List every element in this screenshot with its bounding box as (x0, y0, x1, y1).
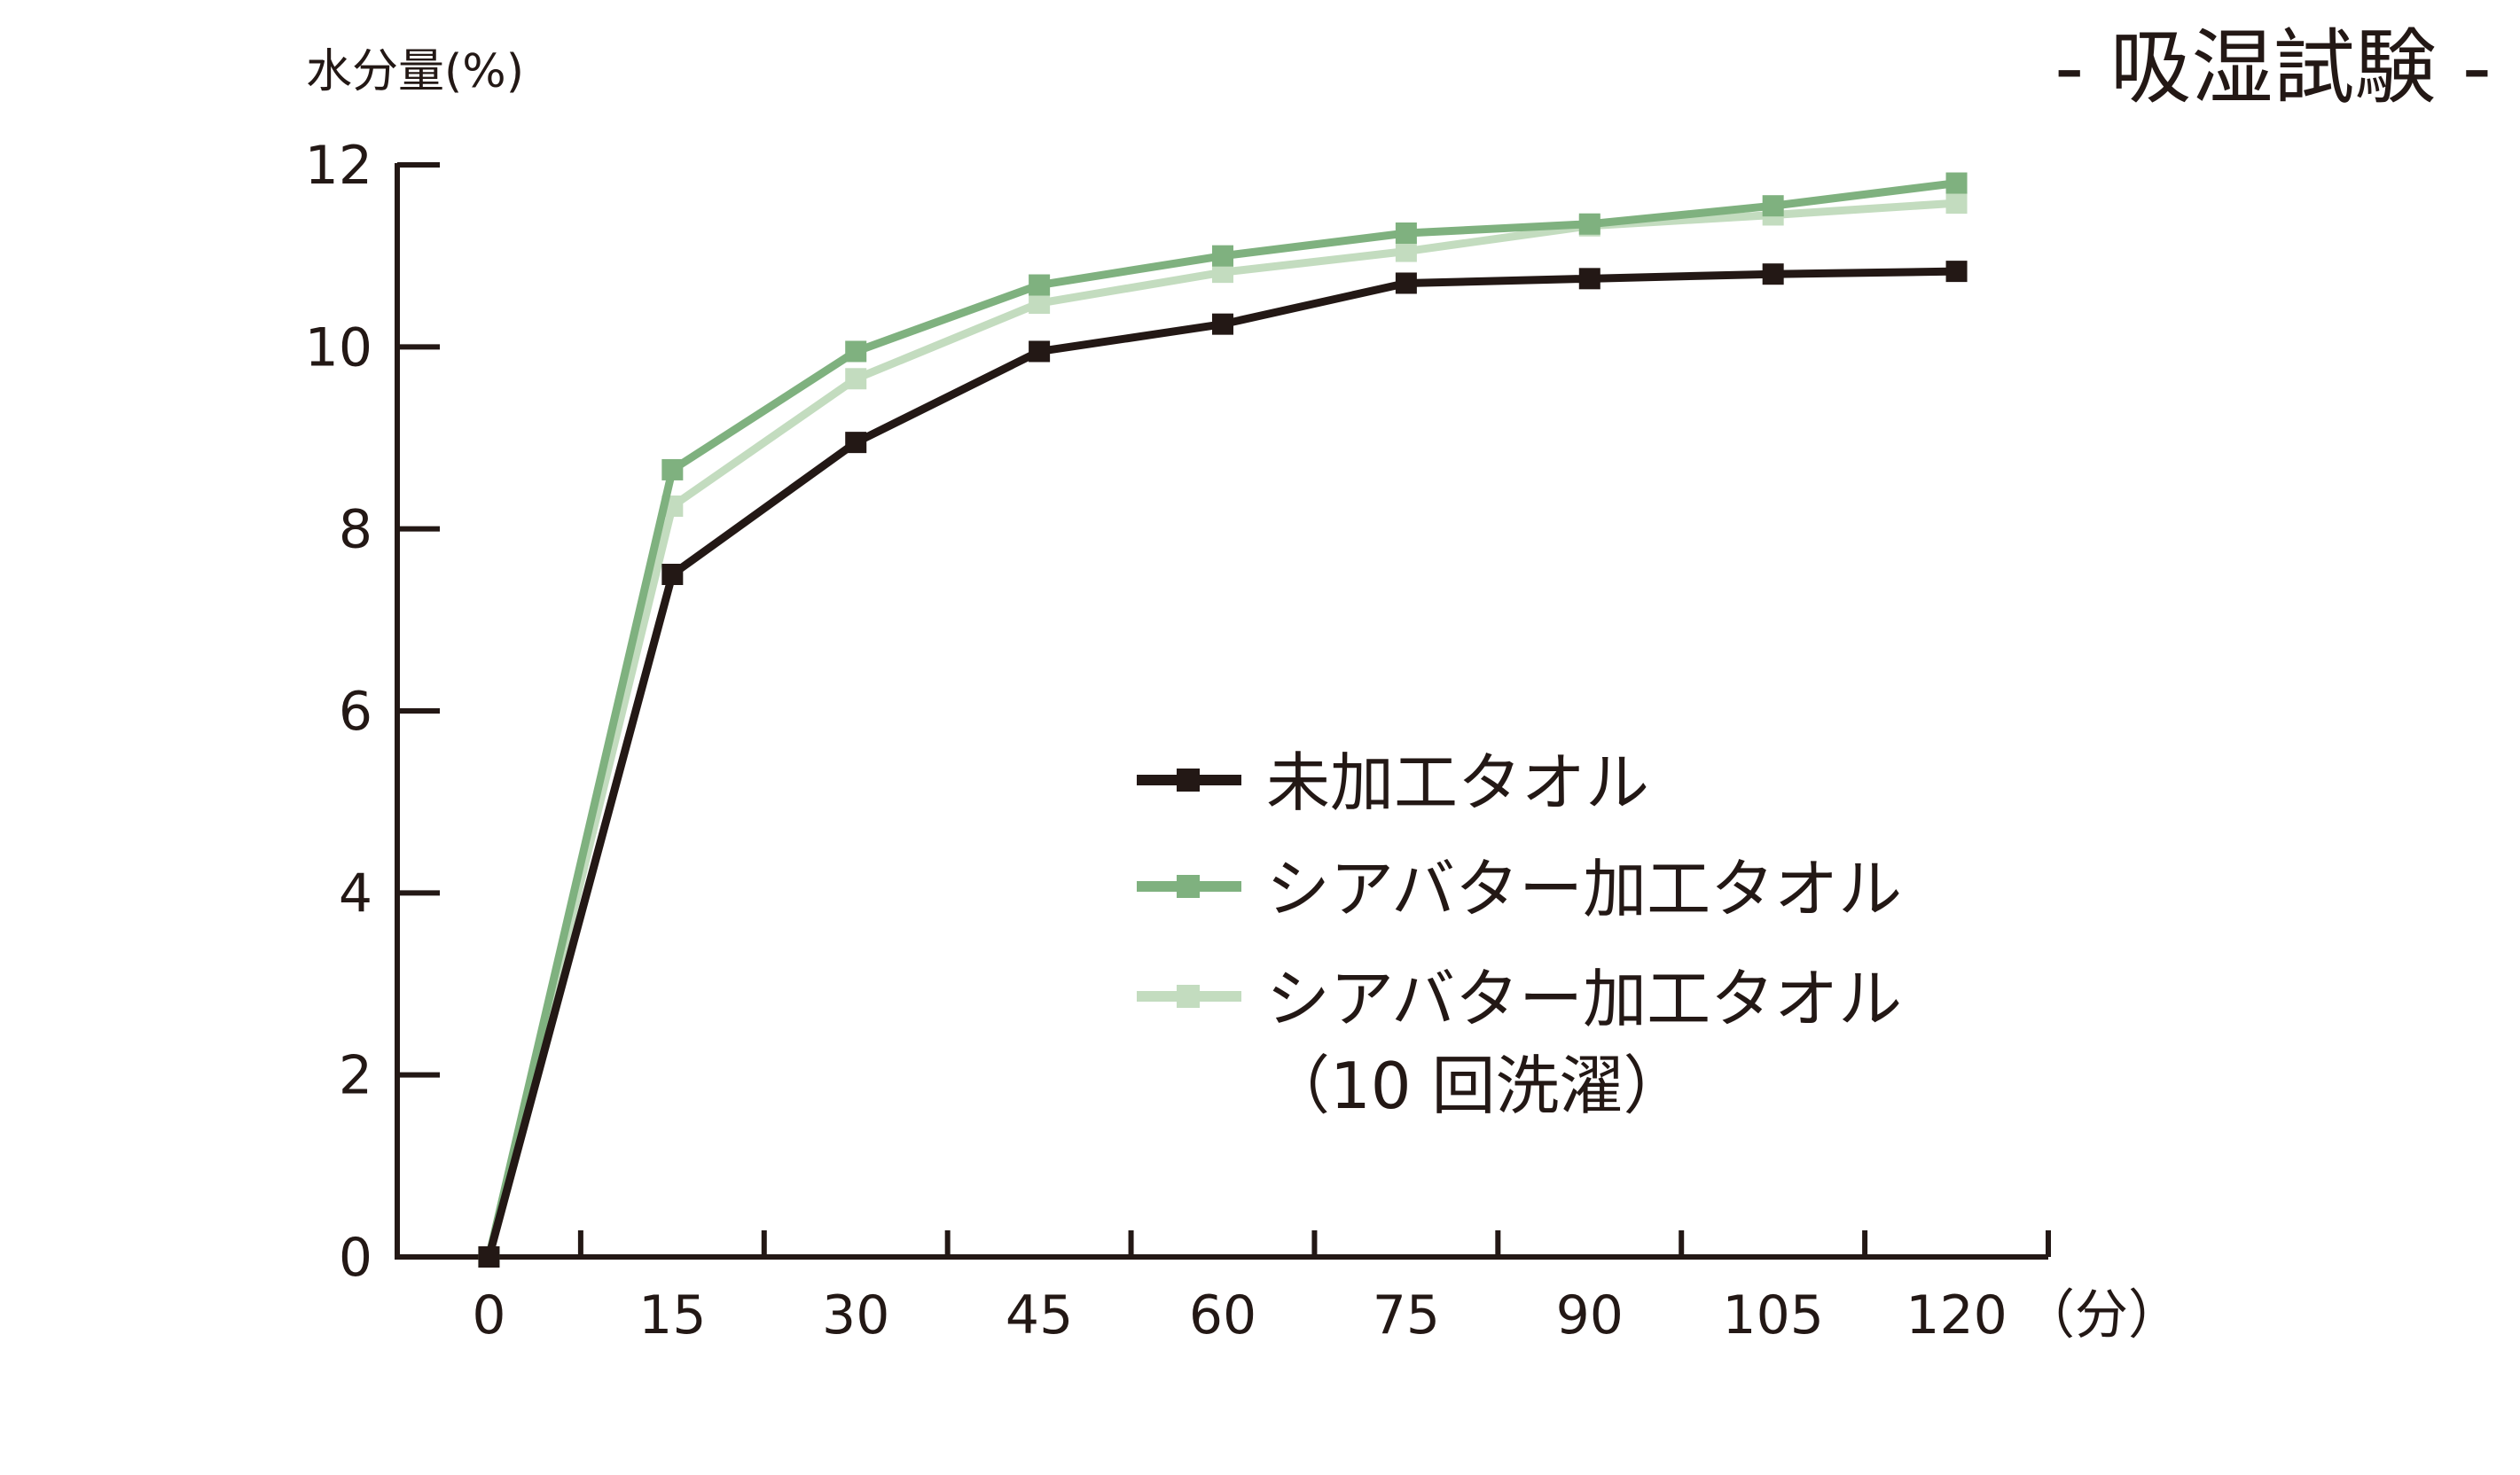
data-point (661, 458, 684, 480)
y-tick-label: 2 (339, 1045, 372, 1107)
data-point (845, 432, 867, 454)
y-tick-label: 6 (339, 681, 372, 743)
x-tick-label: 45 (1006, 1284, 1073, 1346)
y-tick-label: 4 (339, 862, 372, 925)
series-layer (478, 172, 1968, 1268)
legend-label: （10 回洗濯） (1266, 1049, 1687, 1123)
data-point (1395, 272, 1417, 294)
data-point (661, 564, 684, 585)
legend-item: シアバター加工タオル （10 回洗濯） (1137, 962, 1902, 1123)
series-1 (478, 261, 1968, 1268)
x-tick-label: 120 (1906, 1284, 2007, 1346)
x-axis-unit: （分） (2022, 1284, 2181, 1346)
legend-item: シアバター加工タオル (1137, 852, 1902, 926)
series-line (485, 267, 1957, 1259)
y-tick-label: 8 (339, 499, 372, 561)
data-point (1029, 293, 1051, 315)
data-point (1395, 240, 1417, 262)
x-tick-label: 105 (1722, 1284, 1824, 1346)
series-3 (478, 192, 1968, 1268)
data-point (1212, 313, 1233, 335)
data-point (1945, 261, 1968, 283)
y-tick-label: 10 (305, 316, 372, 379)
y-tick-label: 12 (305, 135, 372, 197)
legend-swatch-marker (1177, 875, 1200, 898)
data-point (1945, 172, 1968, 194)
legend-swatch-marker (1177, 769, 1200, 792)
series-2 (478, 172, 1968, 1268)
legend-swatch-marker (1177, 985, 1200, 1008)
data-point (845, 368, 867, 390)
legend-label: シアバター加工タオル (1266, 962, 1902, 1036)
x-tick-label: 90 (1556, 1284, 1624, 1346)
series-line (485, 179, 1958, 1259)
data-point (1578, 213, 1600, 235)
data-point (1212, 245, 1233, 267)
data-point (1029, 340, 1051, 363)
x-tick-label: 75 (1373, 1284, 1440, 1346)
legend-item: 未加工タオル (1137, 745, 1649, 820)
data-point (1762, 263, 1784, 285)
y-tick-label: 0 (339, 1227, 372, 1289)
x-tick-label: 15 (638, 1284, 706, 1346)
data-point (1395, 222, 1417, 244)
x-tick-label: 0 (472, 1284, 505, 1346)
data-point (478, 1246, 500, 1268)
legend-label: 未加工タオル (1266, 745, 1649, 820)
data-point (1578, 268, 1600, 290)
y-axis-title: 水分量(%) (306, 45, 524, 98)
data-point (1945, 192, 1968, 215)
legend-label: シアバター加工タオル (1266, 852, 1902, 926)
data-point (845, 340, 867, 363)
data-point (1029, 274, 1051, 296)
x-tick-label: 30 (822, 1284, 889, 1346)
data-point (1762, 195, 1784, 217)
x-tick-label: 60 (1189, 1284, 1256, 1346)
series-line (485, 199, 1957, 1259)
chart-title: - 吸湿試験 - (2054, 20, 2492, 115)
